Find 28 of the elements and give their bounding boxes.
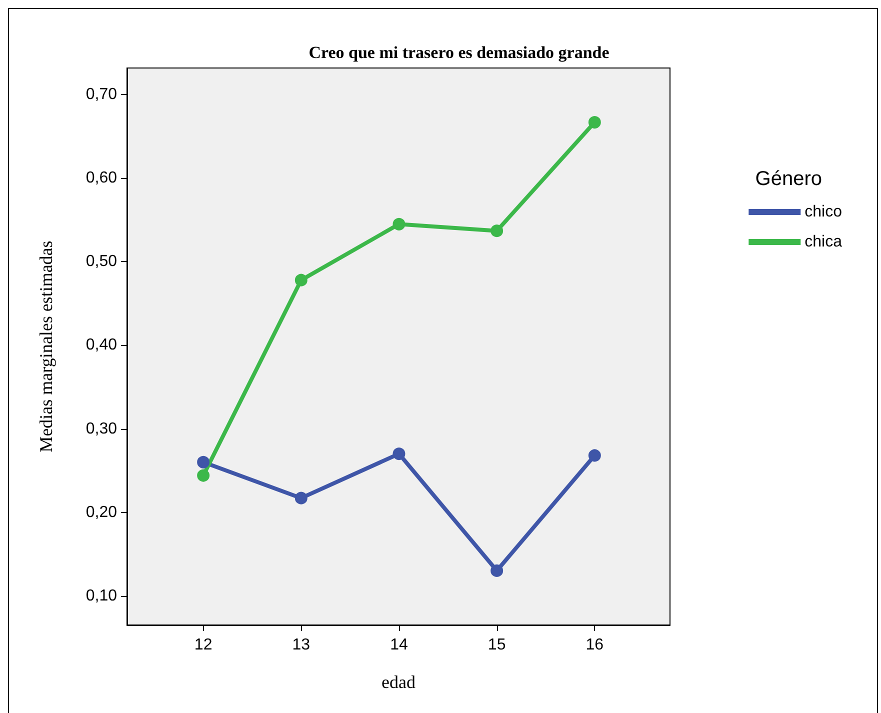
point: [392, 218, 406, 230]
y-tick-label: 0,30: [86, 420, 118, 438]
y-axis-title: Medias marginales estimadas: [36, 240, 56, 452]
y-tick-label: 0,20: [86, 504, 118, 521]
y-tick-label: 0,10: [86, 587, 118, 604]
legend-label: chico: [804, 204, 842, 220]
y-tick-label: 0,50: [86, 253, 118, 270]
y-tick-label: 0,40: [86, 336, 118, 354]
legend-title: Género: [755, 168, 822, 190]
x-tick-label: 12: [194, 636, 212, 654]
point: [588, 449, 601, 462]
legend-label: chica: [804, 234, 842, 250]
point: [588, 116, 601, 129]
chart-title: Creo que mi trasero es demasiado grande: [308, 43, 610, 62]
point: [490, 224, 504, 238]
point: [294, 492, 308, 504]
point: [294, 274, 308, 286]
x-tick-label: 15: [488, 636, 506, 654]
x-tick-label: 14: [390, 636, 408, 654]
point: [197, 456, 210, 468]
y-tick-label: 0,70: [86, 86, 118, 104]
point: [197, 469, 210, 482]
point: [490, 564, 504, 577]
y-tick-label: 0,60: [86, 170, 118, 187]
x-axis-title: edad: [382, 672, 416, 692]
x-tick-label: 16: [586, 636, 604, 654]
point: [392, 448, 406, 460]
x-tick-label: 13: [292, 636, 310, 654]
